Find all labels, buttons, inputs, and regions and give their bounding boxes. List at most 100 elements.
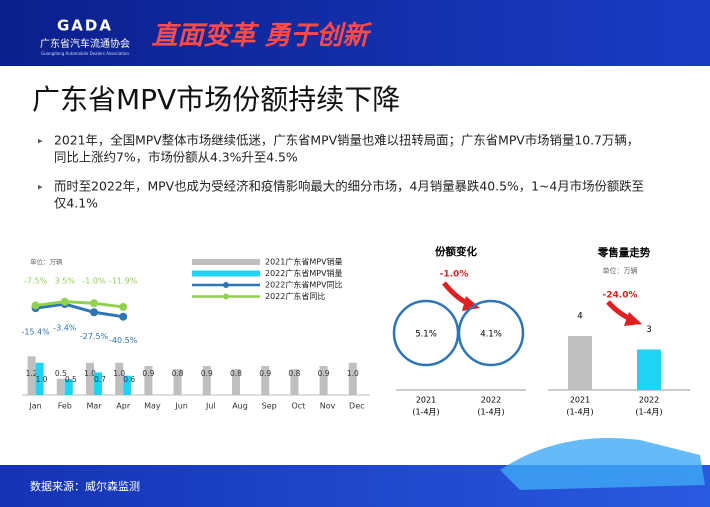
value-label: 4 (577, 312, 582, 322)
line-marker (31, 301, 40, 310)
value-label: 5.1% (415, 330, 437, 340)
bar (232, 369, 240, 395)
slide-title: 广东省MPV市场份额持续下降 (32, 83, 400, 116)
line-marker (90, 308, 98, 317)
bar (568, 336, 592, 390)
line-value-label: -40.5% (109, 336, 138, 345)
source: 数据来源：威尔森监测 (30, 479, 140, 493)
org-en: Guangdong Automobile Dealers Association (41, 51, 129, 56)
bar-value-label: 1.0 (36, 375, 48, 384)
bar (173, 369, 182, 395)
bar-value-label: 1.0 (84, 369, 96, 378)
x-tick-label: Aug (232, 402, 248, 411)
x-tick-label: Jun (174, 402, 188, 411)
x-tick-label: Mar (86, 402, 102, 411)
x-tick-label: 2022 (481, 396, 501, 405)
value-label: 4.1% (480, 330, 502, 340)
bar (290, 369, 299, 395)
unit-label: 单位：万辆 (30, 257, 63, 266)
value-label: 3 (646, 325, 651, 335)
line-marker (90, 299, 98, 308)
x-tick-label: Apr (116, 402, 131, 411)
header-band (0, 0, 710, 66)
line-value-label: -27.5% (80, 332, 109, 341)
bullet: 2021年，全国MPV整体市场继续低迷，广东省MPV销量也难以扭转局面；广东省M… (54, 133, 639, 148)
line (35, 302, 124, 319)
x-tick-label: 2021 (416, 396, 436, 405)
annotation: -24.0% (603, 291, 638, 301)
line-value-label: -15.4% (21, 328, 50, 337)
line-value-label: -3.4% (53, 324, 77, 333)
legend-marker (223, 293, 229, 300)
bar-value-label: 0.7 (94, 375, 106, 384)
line-value-label: -11.9% (109, 277, 138, 286)
x-tick-label: 2022 (639, 396, 659, 405)
bar (348, 362, 357, 395)
bar-value-label: 0.9 (201, 369, 213, 378)
bar-value-label: 0.9 (259, 369, 271, 378)
arrow-head (624, 312, 642, 326)
bar (202, 366, 211, 395)
x-tick-label: Jan (28, 402, 41, 411)
legend-marker (223, 282, 229, 288)
bar (261, 366, 270, 395)
bar (56, 378, 65, 395)
bar-value-label: 1.0 (347, 369, 359, 378)
bullet: 而时至2022年，MPV也成为受经济和疫情影响最大的细分市场，4月销量暴跌40.… (54, 179, 644, 194)
line-marker (119, 312, 128, 321)
bar (637, 349, 661, 390)
x-tick-label: 2021 (570, 396, 590, 405)
bar (27, 356, 36, 395)
bar (86, 362, 94, 395)
x-tick-sublabel: (1-4月) (477, 408, 504, 417)
line (35, 300, 124, 309)
x-tick-label: Dec (349, 402, 364, 411)
bar-value-label: 1.0 (113, 369, 125, 378)
x-tick-label: Feb (58, 402, 72, 411)
unit-label: 单位：万辆 (603, 266, 638, 275)
x-tick-label: Oct (291, 402, 305, 411)
bar-value-label: 0.5 (55, 369, 67, 378)
line-value-label: 3.5% (55, 277, 76, 286)
bar-value-label: 0.8 (172, 369, 184, 378)
bullet-icon: ▸ (38, 137, 43, 147)
line-value-label: -7.5% (24, 277, 48, 286)
x-tick-label: Jul (205, 402, 216, 411)
org: 广东省汽车流通协会 (40, 37, 130, 50)
x-tick-sublabel: (1-4月) (566, 408, 593, 417)
x-tick-label: Sep (262, 402, 277, 411)
bar-value-label: 0.8 (288, 369, 300, 378)
bar (123, 375, 132, 395)
bar-value-label: 0.9 (142, 369, 154, 378)
slogan: 直面变革 勇于创新 (151, 21, 372, 51)
bar (115, 362, 124, 395)
share-circle (457, 299, 525, 367)
bar-value-label: 1.2 (26, 369, 38, 378)
line-value-label: -1.0% (82, 277, 106, 286)
bar (319, 366, 328, 395)
bar (94, 372, 102, 395)
chart-title: 份额变化 (435, 245, 477, 258)
x-tick-sublabel: (1-4月) (412, 408, 439, 417)
bar (64, 378, 73, 395)
bar-value-label: 0.9 (318, 369, 330, 378)
logo: GADA (57, 17, 113, 35)
bar-value-label: 0.8 (230, 369, 242, 378)
bar-value-label: 0.6 (123, 375, 135, 384)
x-tick-sublabel: (1-4月) (635, 408, 662, 417)
bar-value-label: 0.5 (65, 375, 77, 384)
bar (35, 362, 44, 395)
legend-label: 2022广东省MPV销量 (265, 268, 343, 278)
bar (144, 366, 153, 395)
x-tick-label: Nov (320, 402, 336, 411)
legend-label: 2021广东省MPV销量 (265, 257, 343, 267)
legend-label: 2022广东省MPV同比 (265, 280, 343, 290)
line-marker (60, 297, 69, 306)
bullet-icon: ▸ (38, 183, 43, 193)
x-tick-label: May (144, 402, 161, 411)
legend-label: 2022广东省同比 (265, 291, 325, 301)
arrow-head (462, 296, 480, 311)
car-shape (500, 438, 705, 490)
